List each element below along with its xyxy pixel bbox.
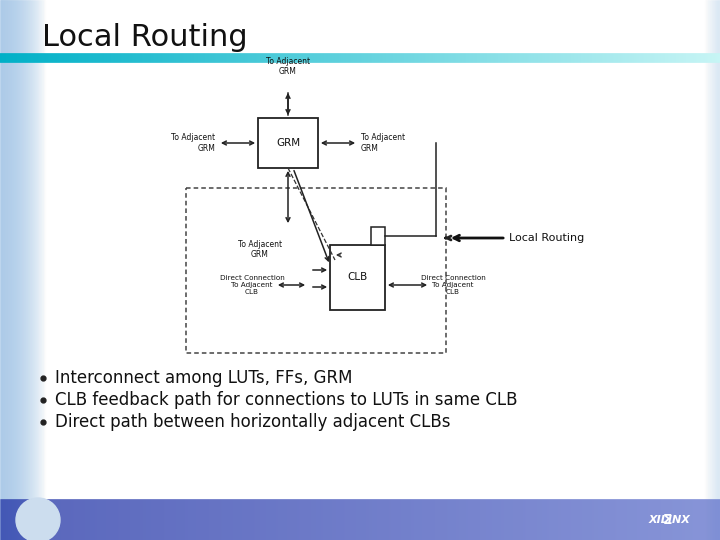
Bar (710, 0, 711, 540)
Text: GRM: GRM (276, 138, 300, 148)
Bar (330, 245, 385, 310)
Bar (706, 0, 707, 540)
Bar (186, 188, 446, 353)
Bar (712, 0, 713, 540)
Text: Local Routing: Local Routing (509, 233, 584, 243)
Bar (16, 0, 17, 540)
Bar (21, 0, 22, 540)
Bar (28, 0, 29, 540)
Text: CLB: CLB (347, 273, 368, 282)
Bar (19, 0, 20, 540)
Bar (44, 0, 45, 540)
Bar (34, 0, 35, 540)
Text: To Adjacent
GRM: To Adjacent GRM (238, 240, 282, 259)
Bar (715, 0, 716, 540)
Bar (38, 0, 39, 540)
Bar (27, 0, 28, 540)
Bar (25, 0, 26, 540)
Bar (371, 227, 385, 245)
Bar (26, 0, 27, 540)
Bar (35, 0, 36, 540)
Bar (5, 0, 6, 540)
Bar (709, 0, 710, 540)
Bar (22, 0, 23, 540)
Text: XILINX: XILINX (648, 515, 690, 525)
Bar (33, 0, 34, 540)
Bar (20, 0, 21, 540)
Bar (6, 0, 7, 540)
Bar (37, 0, 38, 540)
Bar (719, 0, 720, 540)
Bar (24, 0, 25, 540)
Bar (10, 0, 11, 540)
Bar (3, 0, 4, 540)
Text: Interconnect among LUTs, FFs, GRM: Interconnect among LUTs, FFs, GRM (55, 369, 353, 387)
Bar (716, 0, 717, 540)
Bar (717, 0, 718, 540)
Text: To Adjacent
GRM: To Adjacent GRM (361, 133, 405, 153)
Bar (41, 0, 42, 540)
Bar (708, 0, 709, 540)
Bar (705, 0, 706, 540)
Bar (713, 0, 714, 540)
Text: Local Routing: Local Routing (42, 24, 248, 52)
Bar (11, 0, 12, 540)
Bar (7, 0, 8, 540)
Bar (17, 0, 18, 540)
Bar (258, 118, 318, 168)
Bar (8, 0, 9, 540)
Bar (23, 0, 24, 540)
Circle shape (16, 498, 60, 540)
Text: To Adjacent
GRM: To Adjacent GRM (171, 133, 215, 153)
Bar (9, 0, 10, 540)
Bar (29, 0, 30, 540)
Text: Σ: Σ (663, 513, 672, 527)
Text: Direct path between horizontally adjacent CLBs: Direct path between horizontally adjacen… (55, 413, 451, 431)
Bar (42, 0, 43, 540)
Text: To Adjacent
GRM: To Adjacent GRM (266, 57, 310, 76)
Bar (714, 0, 715, 540)
Bar (1, 0, 2, 540)
Text: Direct Connection
To Adjacent
CLB: Direct Connection To Adjacent CLB (420, 275, 485, 295)
Bar (39, 0, 40, 540)
Bar (4, 0, 5, 540)
Bar (31, 0, 32, 540)
Bar (0, 0, 1, 540)
Bar (36, 0, 37, 540)
Text: CLB feedback path for connections to LUTs in same CLB: CLB feedback path for connections to LUT… (55, 391, 518, 409)
Text: Direct Connection
To Adjacent
CLB: Direct Connection To Adjacent CLB (220, 275, 284, 295)
Bar (711, 0, 712, 540)
Bar (2, 0, 3, 540)
Bar (15, 0, 16, 540)
Bar (14, 0, 15, 540)
Bar (13, 0, 14, 540)
Bar (18, 0, 19, 540)
Bar (32, 0, 33, 540)
Bar (43, 0, 44, 540)
Bar (40, 0, 41, 540)
Bar (707, 0, 708, 540)
Bar (718, 0, 719, 540)
Bar (30, 0, 31, 540)
Bar (12, 0, 13, 540)
